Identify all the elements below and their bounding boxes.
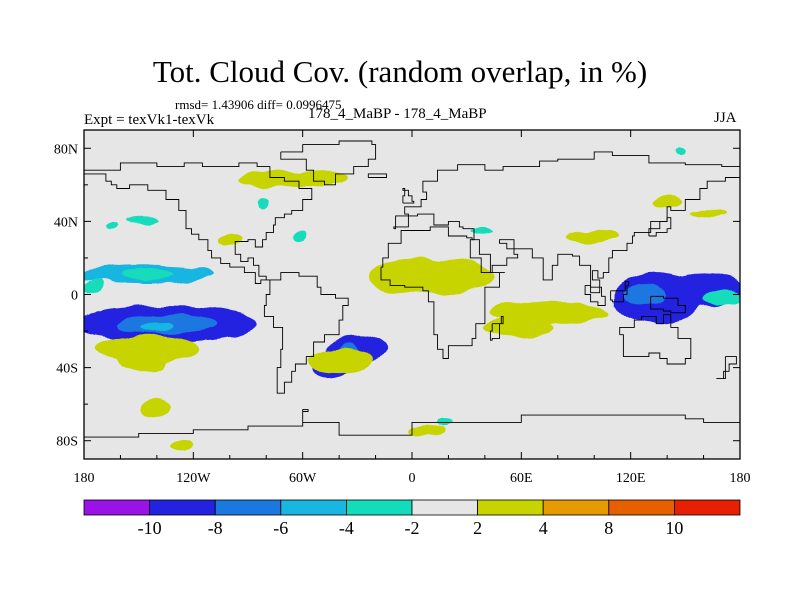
anomaly-region: [116, 349, 168, 372]
anomaly-region: [171, 438, 194, 450]
anomaly-region: [217, 234, 243, 246]
anomaly-region: [566, 229, 622, 243]
season-label: JJA: [714, 110, 737, 126]
anomaly-region: [140, 321, 174, 331]
coastline-uk: [402, 188, 415, 204]
anomaly-region: [490, 301, 607, 324]
coastline-new-zealand: [716, 356, 737, 380]
x-tick-label: 180: [730, 471, 751, 486]
anomaly-region: [426, 276, 478, 295]
x-tick-label: 180: [74, 471, 95, 486]
colorbar: -10 -8 -6 -4 -2 2 4 8 10: [83, 499, 741, 538]
anomaly-region: [84, 279, 103, 295]
coastline-africa: [380, 226, 505, 359]
colorbar-label: -10: [138, 518, 162, 538]
coastline-south-america: [263, 272, 349, 394]
x-tick-label: 120E: [616, 471, 646, 486]
colorbar-label: -2: [405, 518, 420, 538]
colorbar-swatch: [477, 499, 544, 516]
anomaly-region: [652, 197, 682, 209]
colorbar-swatch: [83, 499, 150, 516]
colorbar-label: -4: [339, 518, 354, 538]
x-tick-label: 60W: [289, 471, 317, 486]
colorbar-label: 2: [473, 518, 482, 538]
coastline-eurasia: [393, 151, 740, 294]
runs-label: 178_4_MaBP - 178_4_MaBP: [308, 106, 487, 122]
coastline-new-guinea: [650, 295, 686, 314]
anomaly-region: [690, 208, 728, 216]
coastline-japan: [648, 217, 672, 237]
anomaly-region: [124, 217, 161, 226]
colorbar-swatch: [608, 499, 675, 516]
coastline-iceland: [367, 173, 387, 178]
y-tick-label: 80S: [56, 435, 78, 450]
anomaly-region: [291, 228, 307, 240]
anomaly-region: [257, 197, 269, 209]
coastline-australia: [619, 314, 692, 365]
y-tick-label: 40N: [54, 215, 78, 230]
anomaly-region: [408, 424, 445, 436]
anomaly-region: [295, 170, 347, 185]
x-tick-label: 120W: [176, 471, 211, 486]
x-tick-label: 60E: [510, 471, 533, 486]
anomaly-region: [142, 398, 172, 417]
colorbar-label: 8: [604, 518, 613, 538]
coastline-north-america: [84, 162, 313, 284]
anomaly-region: [105, 221, 117, 229]
coastline-sumatra: [584, 284, 606, 306]
anomaly-region: [238, 170, 312, 189]
coastline-antarctica: [84, 409, 740, 438]
colorbar-swatch: [149, 499, 216, 516]
anomaly-region: [678, 148, 686, 156]
anomaly-layer: [84, 148, 740, 450]
anomaly-region: [306, 347, 372, 374]
y-tick-label: 0: [71, 289, 78, 304]
colorbar-label: -8: [208, 518, 223, 538]
axes: 180 120W 60W 0 60E 120E 180 80N 40N 0 40S 80S: [54, 130, 751, 486]
experiment-label: Expt = texVk1-texVk: [84, 112, 215, 128]
anomaly-region: [623, 283, 668, 306]
coastline-greenland: [280, 140, 377, 186]
anomaly-region: [468, 226, 494, 235]
colorbar-label: 10: [665, 518, 683, 538]
stats-label: rmsd= 1.43906 diff= 0.0996475: [175, 97, 342, 112]
colorbar-swatch: [345, 499, 413, 516]
coastline-madagascar: [489, 315, 504, 341]
anomaly-region: [703, 290, 740, 306]
colorbar-label: 4: [539, 518, 548, 538]
coastline-layer: [84, 140, 740, 438]
y-tick-label: 80N: [54, 142, 78, 157]
coastline-borneo: [610, 281, 630, 303]
map-title: Tot. Cloud Cov. (random overlap, in %): [152, 54, 648, 89]
colorbar-swatch: [280, 499, 347, 516]
anomaly-region: [122, 268, 174, 280]
colorbar-label: -6: [273, 518, 288, 538]
colorbar-swatch: [411, 499, 478, 516]
colorbar-swatch: [214, 499, 282, 516]
x-tick-label: 0: [409, 471, 416, 486]
colorbar-swatch: [674, 499, 741, 516]
y-tick-label: 40S: [56, 362, 78, 377]
colorbar-swatch: [542, 499, 610, 516]
